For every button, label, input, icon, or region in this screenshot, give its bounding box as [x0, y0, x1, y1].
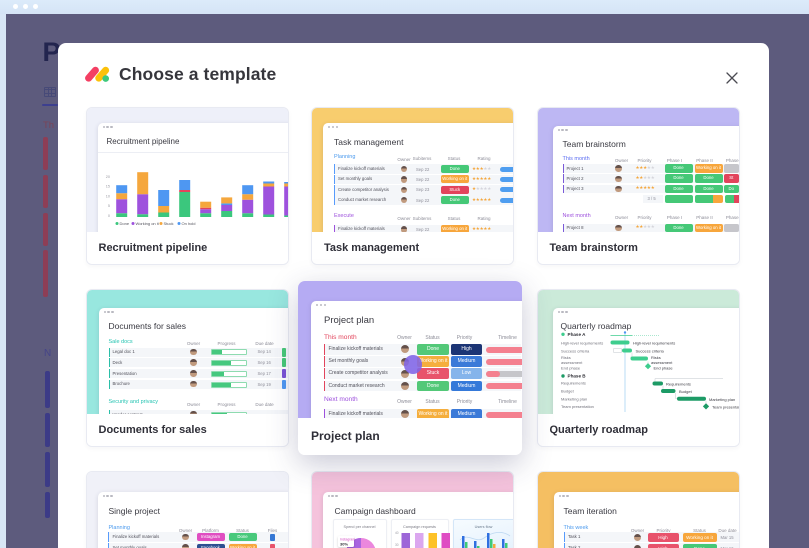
svg-text:Success criteria: Success criteria	[561, 349, 590, 354]
svg-text:Done: Done	[119, 221, 129, 226]
svg-text:Budget: Budget	[679, 389, 693, 394]
svg-text:30%: 30%	[340, 542, 348, 547]
svg-text:On hold: On hold	[181, 221, 195, 226]
svg-text:5: 5	[107, 204, 109, 208]
svg-text:Team presentation: Team presentation	[712, 405, 739, 410]
svg-text:Budget: Budget	[561, 389, 575, 394]
svg-text:assessment: assessment	[651, 360, 673, 365]
svg-text:0: 0	[107, 214, 109, 218]
svg-text:Marketing plan: Marketing plan	[561, 397, 587, 402]
svg-text:15: 15	[105, 185, 109, 189]
svg-text:End phase: End phase	[653, 366, 673, 371]
svg-text:Stuck: Stuck	[163, 221, 173, 226]
svg-text:Marketing plan: Marketing plan	[709, 397, 735, 402]
svg-text:assessment: assessment	[561, 360, 583, 365]
svg-text:20: 20	[105, 175, 109, 179]
svg-text:Team presentation: Team presentation	[561, 404, 594, 409]
svg-text:End phase: End phase	[561, 366, 581, 371]
svg-text:Phase B: Phase B	[567, 374, 586, 379]
svg-text:Success criteria: Success criteria	[635, 349, 664, 354]
svg-text:High-level requirements: High-level requirements	[633, 341, 675, 346]
svg-text:Phase A: Phase A	[567, 332, 586, 337]
svg-text:40: 40	[394, 531, 398, 535]
svg-text:10: 10	[105, 195, 109, 199]
svg-text:Requirements: Requirements	[561, 381, 586, 386]
svg-text:Requirements: Requirements	[666, 382, 691, 387]
svg-text:30: 30	[394, 543, 398, 547]
svg-text:High-level requirements: High-level requirements	[561, 341, 603, 346]
svg-text:Risks: Risks	[561, 355, 571, 360]
svg-text:Risks: Risks	[651, 355, 661, 360]
svg-text:Instagram: Instagram	[340, 538, 355, 542]
svg-text:Working on it: Working on it	[135, 221, 159, 226]
